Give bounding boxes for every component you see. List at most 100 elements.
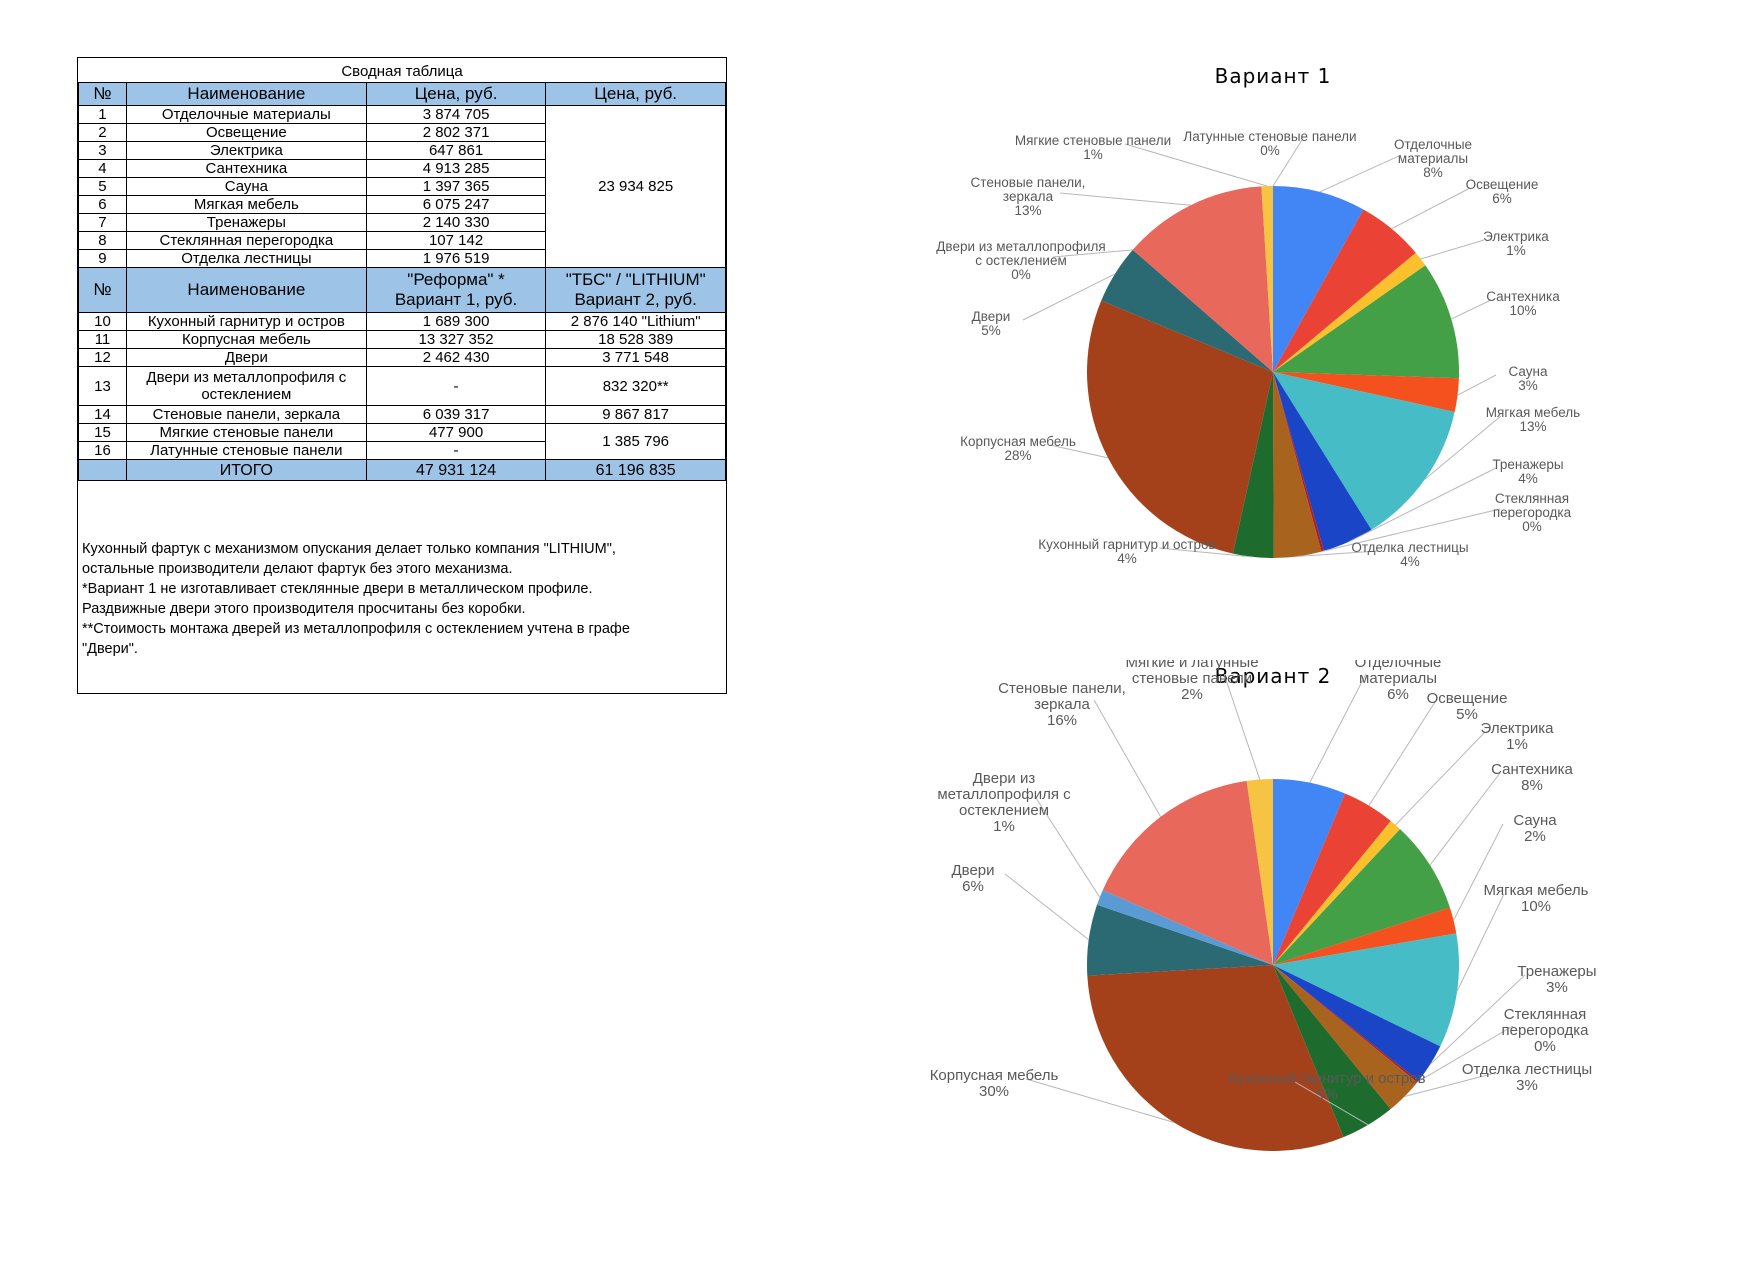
row-num: 10	[78, 312, 127, 331]
leader-line-двери-из-металлопрофиля-с-остеклением	[1035, 797, 1101, 898]
slice-label-line: перегородка	[1502, 1022, 1590, 1039]
header2-variant2-line1: "ТБС" / "LITHIUM"	[565, 270, 706, 289]
slice-label-line: материалы	[1359, 670, 1437, 687]
slice-label-line: остеклением	[959, 802, 1049, 819]
slice-percent: 13%	[1519, 419, 1546, 434]
slice-label-line: Отделка лестницы	[1462, 1061, 1592, 1078]
pie-slice-стеновые-панели-зеркала	[1102, 780, 1273, 965]
pie-labels: Отделочные материалы 8%Освещение 6%Электрик…	[936, 129, 1580, 569]
row-variant2: 18 528 389	[545, 330, 726, 349]
row-variant1: 6 039 317	[365, 405, 547, 424]
slice-percent: 10%	[1509, 303, 1536, 318]
table-row: 7 Тренажеры 2 140 330	[78, 213, 726, 232]
pie-slice-тренажеры	[1273, 965, 1441, 1081]
row-num: 15	[78, 423, 127, 442]
slice-label-line: Сауна	[1509, 364, 1548, 379]
row-price: 3 874 705	[365, 105, 547, 124]
header2-variant2: "ТБС" / "LITHIUM" Вариант 2, руб.	[545, 267, 726, 313]
table-row: 1 Отделочные материалы 3 874 705 23 934 …	[78, 105, 726, 268]
leader-line-тренажеры	[1348, 467, 1497, 543]
slice-percent: 6%	[962, 878, 984, 895]
pie-slice-кухонный-гарнитур-и-остров	[1273, 965, 1391, 1138]
row-name: Отделка лестницы	[125, 249, 367, 268]
row-name: Двери из металлопрофиля с остеклением	[125, 366, 367, 406]
row-price: 107 142	[365, 231, 547, 250]
total-num-empty	[78, 459, 127, 481]
row-variant1: 477 900	[365, 423, 547, 442]
row-name: Электрика	[125, 141, 367, 160]
slice-label-line: материалы	[1398, 151, 1468, 166]
slice-label-line: Сауна	[1513, 812, 1557, 829]
slice-percent: 16%	[1047, 712, 1077, 729]
slice-percent: 0%	[1534, 1038, 1556, 1055]
slice-label-стеновые-панели-зеркала: Стеновые панели, зеркала 16%	[998, 680, 1126, 729]
slice-percent: 3%	[1518, 378, 1538, 393]
chart-title: Вариант 2	[1215, 664, 1332, 688]
slice-label-line: Освещение	[1427, 690, 1508, 707]
table-row: 11 Корпусная мебель 13 327 352 18 528 38…	[78, 330, 726, 349]
slice-label-line: Мягкие и латунные	[1125, 660, 1258, 671]
slice-label-line: металлопрофиля с	[937, 786, 1071, 803]
leader-line-отделка-лестницы	[1297, 550, 1379, 557]
row-num: 8	[78, 231, 127, 250]
pie-slices	[1087, 186, 1459, 558]
row-num: 4	[78, 159, 127, 178]
slice-label-корпусная-мебель: Корпусная мебель 28%	[960, 434, 1076, 463]
note-line: остальные производители делают фартук бе…	[82, 561, 513, 577]
table-row: 4 Сантехника 4 913 285	[78, 159, 726, 178]
row-name: Стеновые панели, зеркала	[125, 405, 367, 424]
slice-label-line: Стеновые панели,	[971, 175, 1086, 190]
slice-percent: 3%	[1546, 979, 1568, 996]
row-variant1: -	[365, 441, 547, 460]
summary-table: Сводная таблица № Наименование Цена, руб…	[78, 58, 726, 481]
pie-slice-сантехника	[1273, 265, 1459, 379]
leader-line-двери	[1004, 873, 1090, 941]
leader-line-стеклянная-перегородка	[1417, 1025, 1514, 1083]
slice-label-освещение: Освещение 5%	[1427, 690, 1508, 723]
slice-label-электрика: Электрика 1%	[1481, 720, 1555, 753]
table-row: 10 Кухонный гарнитур и остров 1 689 300 …	[78, 312, 726, 331]
slice-label-отделочные-материалы: Отделочные материалы 8%	[1394, 137, 1472, 180]
pie-slice-стеклянная-перегородка	[1273, 372, 1324, 552]
row-price: 6 075 247	[365, 195, 547, 214]
leader-line-корпусная-мебель	[1025, 1078, 1174, 1123]
slice-percent: 1%	[1506, 243, 1526, 258]
slice-label-сауна: Сауна 3%	[1509, 364, 1548, 393]
slice-label-мягкие-и-латунные-стеновые-панели: Мягкие и латунные стеновые панели 2%	[1125, 660, 1258, 703]
slice-label-стеновые-панели-зеркала: Стеновые панели, зеркала 13%	[971, 175, 1086, 218]
row-num: 2	[78, 123, 127, 142]
table-row: 2 Освещение 2 802 371	[78, 123, 726, 142]
slice-label-line: Мягкая мебель	[1486, 405, 1580, 420]
pie-slice-корпусная-мебель	[1087, 965, 1344, 1151]
row-name: Латунные стеновые панели	[125, 441, 367, 460]
leader-line-отделочные-материалы	[1309, 673, 1367, 783]
merged-variant2-cell: 1 385 796	[545, 423, 726, 460]
header2-variant2-line2: Вариант 2, руб.	[574, 290, 697, 309]
slice-percent: 8%	[1423, 165, 1443, 180]
slice-percent: 2%	[1524, 828, 1546, 845]
table-row: 8 Стеклянная перегородка 107 142	[78, 231, 726, 250]
row-name: Кухонный гарнитур и остров	[125, 312, 367, 331]
leader-line-кухонный-гарнитур-и-остров	[1158, 547, 1254, 558]
row-name: Сантехника	[125, 159, 367, 178]
table-row: 14 Стеновые панели, зеркала 6 039 317 9 …	[78, 405, 726, 424]
leader-line-стеновые-панели-зеркала	[1093, 699, 1162, 818]
pie-slice-освещение	[1273, 209, 1416, 372]
header-price-2: Цена, руб.	[545, 82, 726, 106]
leader-line-мягкая-мебель	[1424, 415, 1502, 480]
pie-slice-двери-из-металлопрофиля-с-остеклением	[1097, 889, 1273, 965]
row-num: 9	[78, 249, 127, 268]
slice-percent: 1%	[1506, 736, 1528, 753]
slice-percent: 0%	[1260, 143, 1280, 158]
note-line: **Стоимость монтажа дверей из металлопро…	[82, 621, 630, 637]
row-num: 7	[78, 213, 127, 232]
slice-label-освещение: Освещение 6%	[1466, 177, 1539, 206]
pie-slice-стеклянная-перегородка	[1273, 965, 1419, 1083]
header2-variant1: "Реформа" * Вариант 1, руб.	[365, 267, 547, 313]
row-price: 4 913 285	[365, 159, 547, 178]
row-num: 3	[78, 141, 127, 160]
slice-percent: 0%	[1522, 519, 1542, 534]
header2-num: №	[78, 267, 127, 313]
pie-slice-электрика	[1273, 252, 1426, 372]
